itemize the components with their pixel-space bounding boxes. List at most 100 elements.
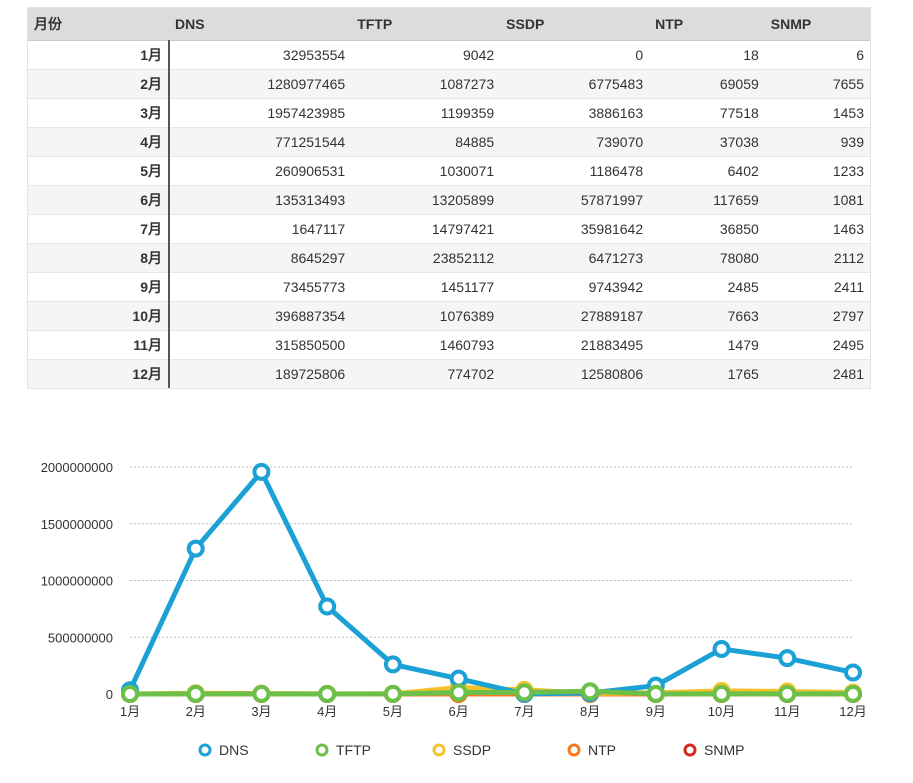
- data-point-tftp: [712, 684, 731, 703]
- line-chart: 0 500000000 1000000000 1500000000 2000000000…: [41, 460, 867, 758]
- legend-label-ssdp: SSDP: [453, 742, 491, 758]
- y-tick-label: 2000000000: [41, 460, 113, 475]
- header-ssdp: SSDP: [500, 8, 650, 41]
- data-point-dns: [778, 649, 797, 668]
- table-row: 2月 1280977465 1087273 6775483 69059 7655: [28, 69, 870, 99]
- month-cell: 3月: [28, 98, 170, 128]
- value-cell-ntp: 77518: [649, 98, 765, 128]
- header-tftp: TFTP: [351, 8, 501, 41]
- month-cell: 11月: [28, 330, 170, 360]
- value-cell-ssdp: 739070: [500, 127, 650, 157]
- value-cell-dns: 396887354: [169, 301, 352, 331]
- y-tick-label: 1500000000: [41, 517, 113, 532]
- value-cell-ntp: 18: [649, 40, 765, 70]
- value-cell-dns: 8645297: [169, 243, 352, 273]
- legend-label-ntp: NTP: [588, 742, 616, 758]
- series-line-dns: [127, 469, 856, 697]
- month-cell: 4月: [28, 127, 170, 157]
- month-cell: 1月: [28, 40, 170, 70]
- table-row: 10月 396887354 1076389 27889187 7663 2797: [28, 301, 870, 331]
- header-month: 月份: [28, 8, 169, 41]
- value-cell-ntp: 1765: [649, 359, 765, 388]
- value-cell-dns: 135313493: [169, 185, 352, 215]
- table-row: 12月 189725806 774702 12580806 1765 2481: [28, 359, 870, 388]
- value-cell-dns: 73455773: [169, 272, 352, 302]
- data-point-tftp: [581, 682, 600, 701]
- value-cell-ntp: 78080: [649, 243, 765, 273]
- legend-marker-snmp: [683, 743, 697, 757]
- table-row: 3月 1957423985 1199359 3886163 77518 1453: [28, 98, 870, 128]
- value-cell-snmp: 2495: [764, 330, 870, 360]
- value-cell-snmp: 1453: [764, 98, 870, 128]
- table-row: 5月 260906531 1030071 1186478 6402 1233: [28, 156, 870, 186]
- month-cell: 2月: [28, 69, 170, 99]
- x-tick-label: 7月: [514, 704, 534, 719]
- legend-label-dns: DNS: [219, 742, 249, 758]
- x-tick-label: 3月: [251, 704, 271, 719]
- value-cell-dns: 315850500: [169, 330, 352, 360]
- value-cell-ssdp: 27889187: [500, 301, 650, 331]
- data-point-tftp: [778, 684, 797, 703]
- value-cell-dns: 1647117: [169, 214, 352, 244]
- data-point-dns: [318, 597, 337, 616]
- header-dns: DNS: [169, 8, 352, 41]
- header-ntp: NTP: [649, 8, 765, 41]
- x-tick-label: 10月: [708, 704, 735, 719]
- data-point-tftp: [449, 683, 468, 702]
- value-cell-tftp: 774702: [351, 359, 501, 388]
- value-cell-tftp: 84885: [351, 127, 501, 157]
- data-point-tftp: [121, 684, 139, 703]
- value-cell-dns: 189725806: [169, 359, 352, 388]
- x-tick-label: 9月: [646, 704, 666, 719]
- value-cell-ntp: 6402: [649, 156, 765, 186]
- data-point-dns: [186, 539, 205, 558]
- table-row: 1月 32953554 9042 0 18 6: [28, 40, 870, 70]
- x-tick-label: 4月: [317, 704, 337, 719]
- value-cell-ssdp: 57871997: [500, 185, 650, 215]
- data-point-tftp: [646, 684, 665, 703]
- value-cell-ntp: 37038: [649, 127, 765, 157]
- series-line-tftp: [127, 688, 856, 697]
- value-cell-snmp: 2797: [764, 301, 870, 331]
- x-tick-label: 6月: [449, 704, 469, 719]
- table-row: 4月 771251544 84885 739070 37038 939: [28, 127, 870, 157]
- legend-marker-ntp: [567, 743, 581, 757]
- x-tick-label: 5月: [383, 704, 403, 719]
- data-point-tftp: [844, 684, 862, 703]
- table-row: 6月 135313493 13205899 57871997 117659 1081: [28, 185, 870, 215]
- legend-marker-dns: [198, 743, 212, 757]
- value-cell-ntp: 69059: [649, 69, 765, 99]
- value-cell-tftp: 1030071: [351, 156, 501, 186]
- value-cell-ssdp: 35981642: [500, 214, 650, 244]
- value-cell-tftp: 23852112: [351, 243, 501, 273]
- value-cell-snmp: 2411: [764, 272, 870, 302]
- legend-marker-tftp: [315, 743, 329, 757]
- value-cell-dns: 771251544: [169, 127, 352, 157]
- value-cell-tftp: 9042: [351, 40, 501, 70]
- table-row: 8月 8645297 23852112 6471273 78080 2112: [28, 243, 870, 273]
- value-cell-ntp: 7663: [649, 301, 765, 331]
- value-cell-dns: 32953554: [169, 40, 352, 70]
- value-cell-snmp: 7655: [764, 69, 870, 99]
- month-cell: 8月: [28, 243, 170, 273]
- value-cell-ntp: 2485: [649, 272, 765, 302]
- data-point-dns: [844, 663, 862, 682]
- legend-label-tftp: TFTP: [336, 742, 371, 758]
- x-tick-label: 1月: [120, 704, 140, 719]
- legend-label-snmp: SNMP: [704, 742, 744, 758]
- month-cell: 7月: [28, 214, 170, 244]
- data-point-tftp: [383, 684, 402, 703]
- x-tick-label: 8月: [580, 704, 600, 719]
- value-cell-ssdp: 12580806: [500, 359, 650, 388]
- value-cell-ntp: 117659: [649, 185, 765, 215]
- value-cell-ssdp: 1186478: [500, 156, 650, 186]
- value-cell-ssdp: 3886163: [500, 98, 650, 128]
- month-cell: 5月: [28, 156, 170, 186]
- y-tick-label: 0: [106, 687, 113, 702]
- table-row: 7月 1647117 14797421 35981642 36850 1463: [28, 214, 870, 244]
- data-point-dns: [712, 639, 731, 658]
- value-cell-tftp: 1199359: [351, 98, 501, 128]
- data-table-container: 月份 DNS TFTP SSDP NTP SNMP 1月 32953554 9042…: [27, 7, 871, 389]
- data-point-dns: [252, 462, 271, 481]
- value-cell-tftp: 1460793: [351, 330, 501, 360]
